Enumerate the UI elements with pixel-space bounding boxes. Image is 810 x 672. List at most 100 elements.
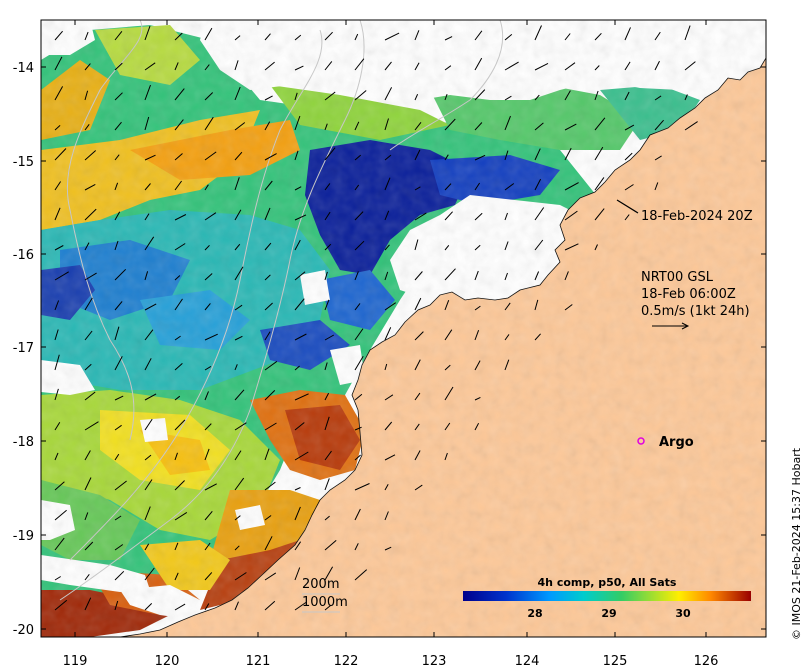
current-vector — [324, 243, 332, 251]
current-vector — [114, 453, 120, 461]
current-vector — [444, 118, 456, 131]
current-vector — [474, 422, 480, 431]
current-vector — [684, 121, 698, 131]
plot-frame — [40, 19, 767, 638]
current-vector — [294, 150, 299, 161]
current-vector — [654, 95, 662, 101]
current-vector — [264, 180, 273, 191]
current-vector — [294, 506, 301, 521]
current-vector — [294, 186, 302, 191]
current-vector — [174, 119, 184, 131]
current-vector — [414, 359, 421, 371]
latitude-axis: -14 -15 -16 -17 -18 -19 -20 — [13, 61, 34, 638]
current-vector — [144, 271, 149, 281]
current-vector — [234, 243, 241, 251]
current-vector — [294, 65, 304, 71]
argo-float-marker[interactable] — [637, 437, 645, 445]
current-vector — [504, 115, 511, 131]
current-vector — [474, 360, 481, 371]
current-vector — [654, 60, 660, 71]
current-vector — [174, 419, 186, 431]
current-vector — [324, 515, 330, 521]
current-vector — [54, 481, 65, 491]
current-vector — [294, 239, 301, 251]
current-vector — [84, 450, 91, 461]
current-vector — [294, 365, 300, 371]
current-vector — [54, 599, 68, 611]
current-vector — [384, 546, 392, 551]
current-vector — [114, 356, 123, 371]
current-vector — [384, 327, 392, 341]
current-vector — [84, 477, 92, 491]
current-vector — [234, 151, 243, 161]
current-vector — [294, 451, 309, 461]
current-vector — [204, 603, 210, 611]
current-vector — [234, 304, 243, 311]
current-vector — [144, 479, 153, 491]
current-vector — [384, 32, 400, 41]
current-vector — [414, 297, 422, 311]
current-vector — [54, 388, 59, 401]
current-vector — [324, 211, 331, 221]
current-vector — [504, 212, 508, 221]
current-vector — [534, 333, 541, 341]
current-vector — [384, 210, 390, 221]
current-vector — [114, 326, 120, 341]
current-vector — [204, 184, 209, 191]
current-vector — [234, 422, 247, 431]
current-vector — [504, 241, 509, 251]
current-vector — [204, 572, 213, 581]
current-vector — [204, 423, 212, 431]
current-vector — [234, 35, 241, 41]
current-vector — [444, 94, 448, 101]
current-vector — [54, 509, 67, 521]
lon-tick-label: 120 — [155, 654, 180, 669]
current-vector — [144, 603, 153, 611]
current-vector — [144, 183, 151, 191]
current-vector — [174, 452, 178, 461]
current-vector — [324, 392, 330, 401]
lat-tick-label: -18 — [13, 435, 34, 450]
current-vector — [384, 177, 391, 191]
current-vector — [414, 186, 421, 191]
current-vector — [174, 572, 179, 581]
current-vector — [624, 124, 635, 131]
current-vector — [384, 511, 389, 521]
lat-tick-label: -19 — [13, 529, 34, 544]
depth-1000-label: 1000m — [302, 595, 348, 610]
current-vector — [414, 450, 421, 461]
current-vector — [594, 177, 605, 191]
current-vector — [114, 301, 123, 311]
current-vector — [504, 34, 513, 41]
current-vector — [504, 150, 509, 161]
current-vector — [534, 207, 545, 221]
current-vector — [324, 61, 333, 71]
current-vector — [324, 299, 330, 311]
current-vector — [414, 423, 420, 431]
current-vector — [84, 124, 90, 131]
current-vector — [384, 271, 389, 281]
current-vector — [564, 243, 579, 251]
lat-tick-label: -20 — [13, 623, 34, 638]
current-vector — [624, 152, 633, 161]
current-vector — [234, 177, 240, 191]
current-vector — [474, 57, 483, 71]
current-vector — [324, 416, 330, 431]
current-vector — [174, 62, 179, 71]
current-vector — [204, 92, 214, 101]
current-vector — [534, 299, 539, 311]
lon-tick-label: 119 — [63, 654, 88, 669]
current-vector — [504, 272, 508, 281]
current-vector — [264, 515, 272, 521]
current-vector — [84, 512, 89, 521]
current-vector — [114, 240, 119, 251]
current-vector — [234, 477, 245, 491]
current-vector — [54, 329, 59, 341]
lon-tick-label: 124 — [515, 654, 540, 669]
current-vector — [414, 93, 419, 101]
current-vector — [384, 363, 388, 371]
current-vector — [294, 601, 307, 611]
current-vector — [414, 392, 421, 401]
current-vector — [264, 572, 277, 581]
current-vector — [384, 87, 393, 101]
